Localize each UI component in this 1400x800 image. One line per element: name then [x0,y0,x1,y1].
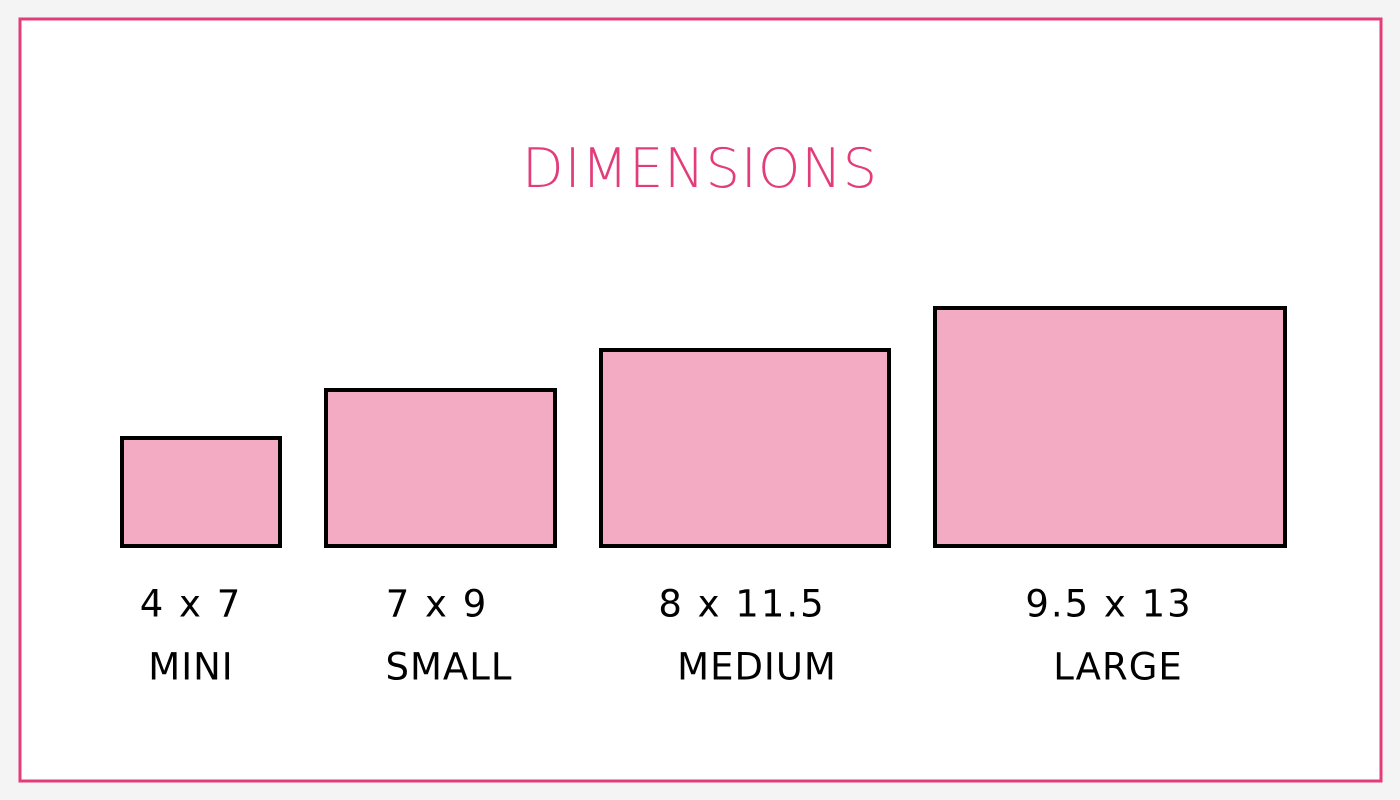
size-label: MEDIUM [677,646,837,689]
title: DIMENSIONS [522,137,878,200]
size-text: 9.5 x 13 [1025,583,1192,626]
size-box [120,436,282,548]
size-text: 8 x 11.5 [658,583,825,626]
size-box [599,348,891,548]
size-label: SMALL [386,646,513,689]
size-label: LARGE [1053,646,1183,689]
size-label: MINI [148,646,233,689]
size-text: 7 x 9 [386,583,489,626]
size-box [324,388,557,548]
size-text: 4 x 7 [140,583,243,626]
size-box [933,306,1287,548]
